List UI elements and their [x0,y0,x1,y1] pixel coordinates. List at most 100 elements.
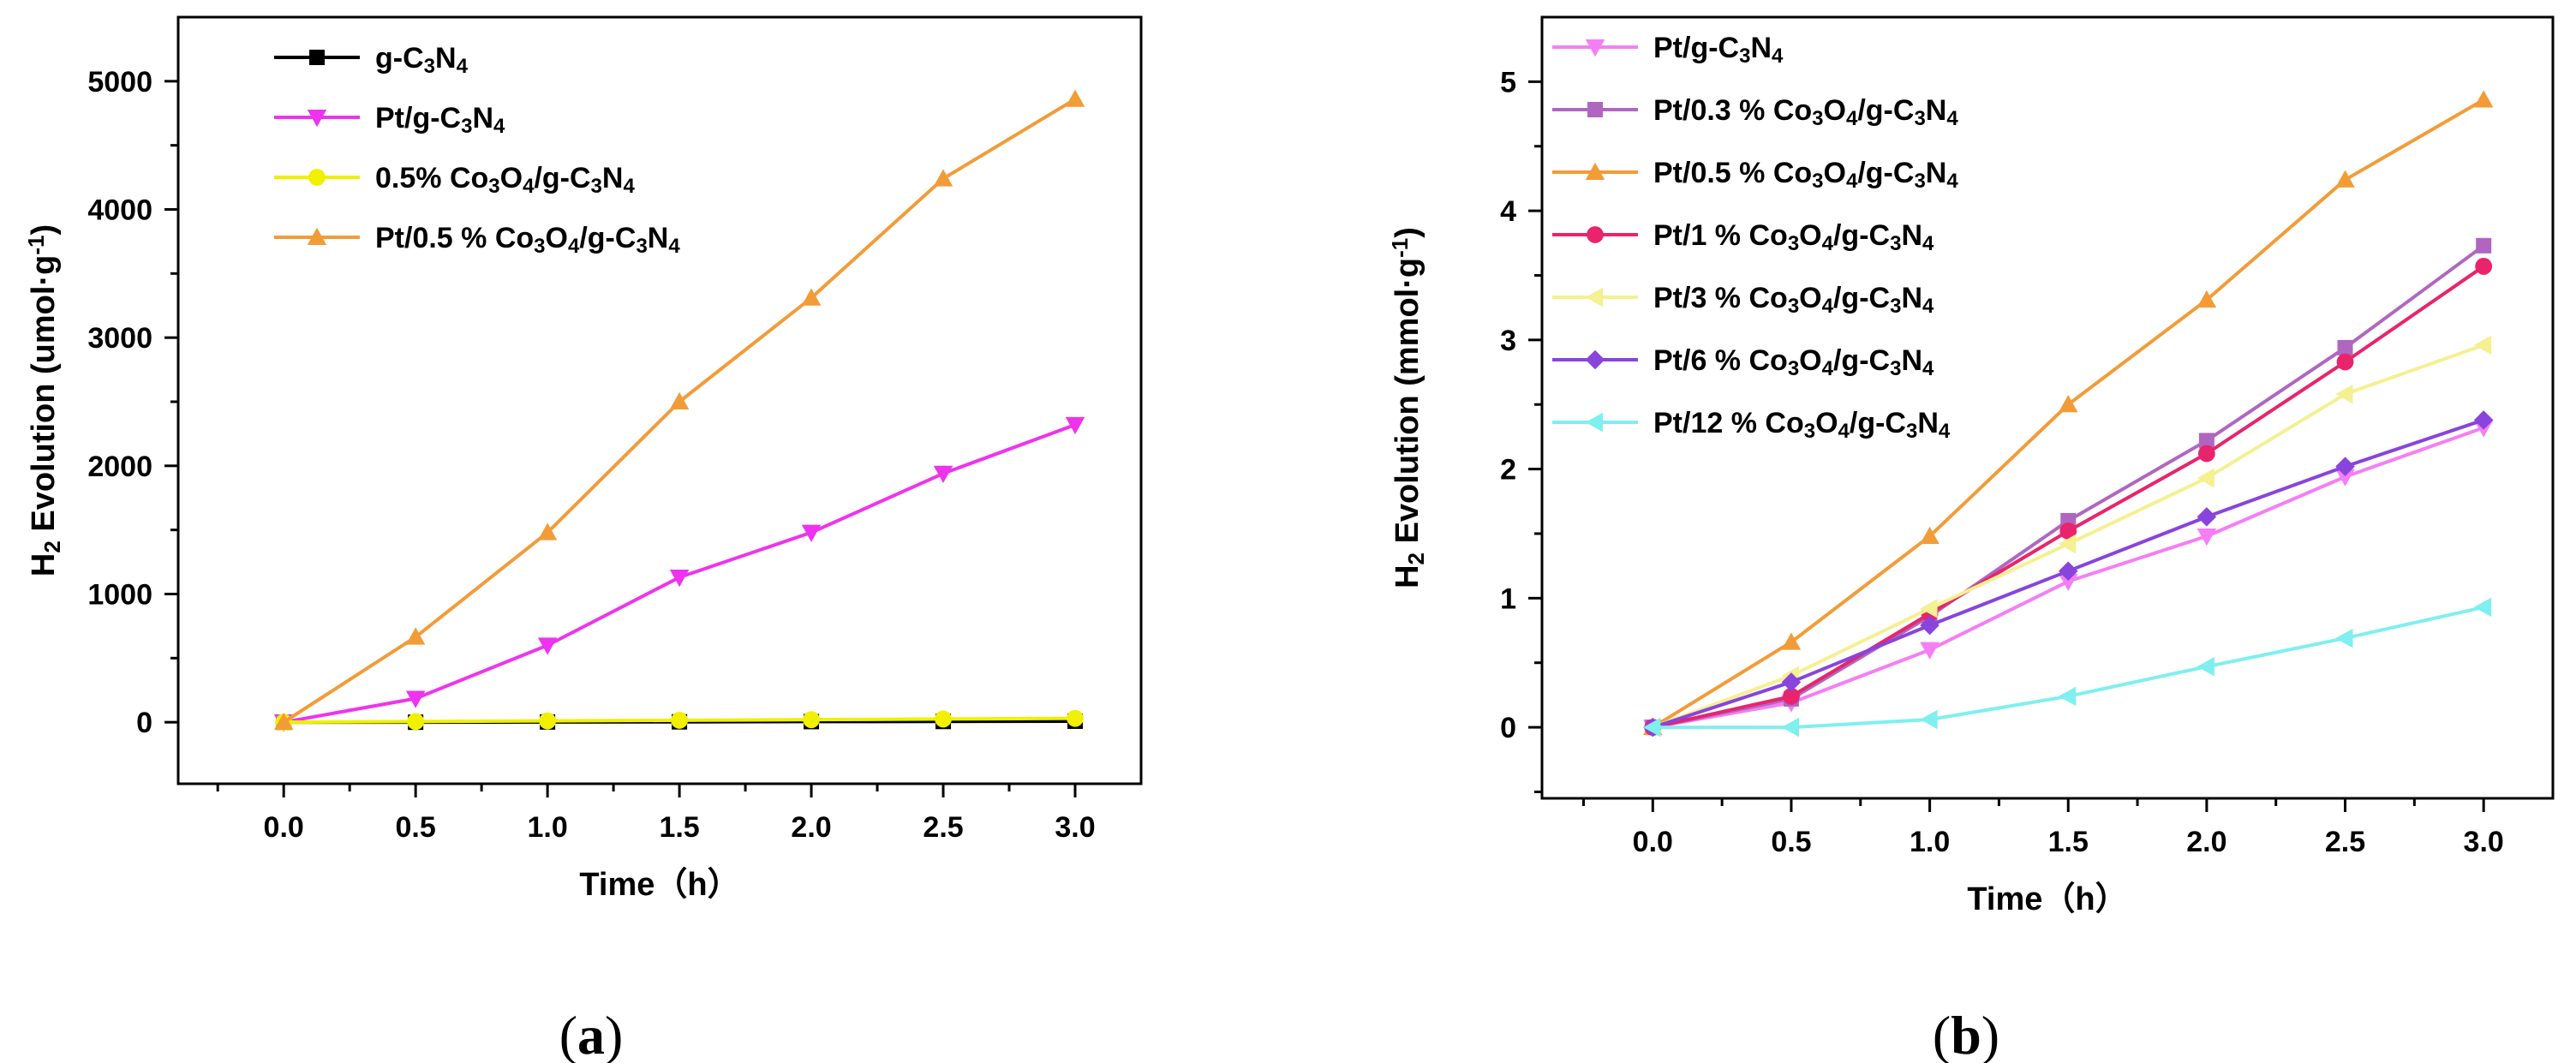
chart-a-plot-frame [176,15,1143,785]
chart-b-legend-label-part-0: Pt/g-C [1653,32,1739,64]
chart-a-legend-label-part-1: 3 [488,175,499,198]
chart-b-data-point [2058,534,2077,554]
chart-b-data-point [1781,632,1802,650]
chart-b-legend-label-part-5: 3 [1906,420,1917,443]
chart-b-legend-label-part-0: Pt/0.3 % Co [1653,94,1812,127]
chart-a-legend-label-part-5: 3 [636,235,647,258]
chart-a-y-tick-label: 5000 [87,66,152,99]
chart-a-y-tick-label: 3000 [87,322,152,355]
chart-a-legend-label-part-2: N [435,42,457,75]
chart-b-legend-label-part-3: 4 [1822,357,1834,380]
chart-a-y-axis-title-g: g [26,255,62,275]
chart-a-legend-label-part-2: N [472,102,493,134]
chart-a-legend-label-part-6: N [648,222,669,254]
chart-a-legend-swatch-marker [309,50,325,65]
chart-b-legend-label-part-2: O [1799,344,1821,377]
chart-b-x-ticks: 0.0 0.5 1.0 1.5 2.0 2.5 3.0 [1581,798,2504,858]
chart-b-legend-label-part-7: 4 [1946,107,1958,130]
chart-a-legend-swatch-marker [308,169,326,186]
chart-b-data-point [2335,469,2355,487]
chart-b-legend-label-part-1: 3 [1788,357,1799,380]
chart-b-data-point [1920,615,1939,636]
chart-b-legend-swatch-marker [1585,412,1603,433]
chart-b-data-point [2337,339,2353,355]
chart-b-data-point [1783,688,1800,705]
chart-b-y-tick-label: 4 [1500,195,1516,228]
chart-a-y-ticks: 0 1000 2000 3000 4000 5000 [87,66,178,739]
chart-a-x-tick-label: 0.5 [396,811,436,844]
chart-a-x-tick-label: 3.0 [1055,811,1095,844]
chart-b-legend-label-part-4: /g-C [1857,157,1914,189]
chart-b-y-axis-title-dot: · [1390,278,1425,289]
chart-a-data-point [537,523,558,540]
chart-b-legend-label-part-3: 4 [1822,232,1834,255]
panel-label-a-open: ( [559,1005,577,1063]
chart-b-x-tick-label: 0.0 [1633,826,1673,858]
chart-a-legend-label-part-0: Pt/g-C [375,102,461,134]
chart-b-legend-label-part-6: N [1926,157,1947,189]
chart-a-y-tick-label: 2000 [87,451,152,483]
chart-b-legend-label-part-5: 3 [1890,232,1901,255]
chart-a-data-point [933,169,953,187]
chart-a-x-tick-label: 2.0 [791,811,831,844]
chart-b-legend-item: Pt/0.3 % Co3O4/g-C3N4 [1552,94,1958,130]
chart-a-y-axis-title-dot: · [26,275,62,286]
chart-a-y-axis-title-mid: Evolution (umol [26,286,62,541]
chart-a-legend-label: g-C3N4 [375,42,469,78]
chart-a-legend-label-part-3: 4 [493,115,505,138]
chart-b-legend-label-part-4: /g-C [1850,407,1906,439]
chart-b-legend-label-part-1: 3 [1788,232,1799,255]
chart-a-y-axis-title: H2 Evolution (umol·g-1) [23,224,64,576]
chart-b-legend-label-part-2: O [1824,157,1846,189]
chart-a-data-point [801,288,822,306]
chart-b-data-point [2198,433,2214,449]
chart-b-legend-label-part-0: Pt/0.5 % Co [1653,157,1812,189]
chart-b-legend-label-part-7: 4 [1922,295,1934,318]
chart-b-legend-label-part-4: /g-C [1833,282,1890,314]
chart-b-legend-label-part-5: 3 [1890,295,1901,318]
chart-b-data-point [1643,717,1661,738]
chart-b-legend-label-part-5: 3 [1914,107,1925,130]
chart-b-y-tick-label: 1 [1500,582,1516,615]
chart-b-legend-label-part-6: N [1901,219,1922,252]
chart-a-legend-item: Pt/g-C3N4 [274,102,505,138]
chart-b-data-point [2196,468,2214,488]
panel-label-b-letter: b [1951,1005,1981,1063]
chart-b-legend-label-part-7: 4 [1939,420,1951,443]
chart-a-legend-label-part-0: g-C [375,42,424,75]
chart-b-legend-label-part-4: /g-C [1857,94,1914,127]
chart-a-y-axis-title-sub: 2 [39,540,65,552]
chart-b-legend-label-part-2: O [1799,282,1821,314]
chart-a-data-point [1067,709,1084,727]
chart-a-legend-label: Pt/0.5 % Co3O4/g-C3N4 [375,222,680,258]
chart-b-legend-label: Pt/1 % Co3O4/g-C3N4 [1653,219,1934,255]
chart-b-legend-label-part-7: 4 [1922,232,1934,255]
chart-b-data-point [2058,573,2078,592]
chart-b-legend-label-part-2: O [1799,219,1821,252]
panel-label-b-close: ) [1981,1005,1999,1063]
chart-a-y-axis-title-sup: -1 [23,236,49,255]
panel-label-b-open: ( [1933,1005,1951,1063]
chart-b-data-point [2196,290,2217,308]
chart-a-data-point [1065,89,1085,107]
chart-b-legend-label-part-0: Pt/3 % Co [1653,282,1788,314]
chart-b-data-point [2196,528,2217,546]
chart-b-x-tick-label: 2.5 [2325,826,2365,858]
chart-b-legend-label-part-1: 3 [1739,45,1750,68]
chart-b-legend-item: Pt/g-C3N4 [1552,32,1784,68]
chart-a-data-point [537,637,558,655]
chart-b-legend-item: Pt/3 % Co3O4/g-C3N4 [1552,282,1934,318]
chart-a-legend-label-part-6: N [602,162,624,194]
chart-b-y-tick-label: 3 [1500,325,1516,357]
chart-a-y-axis-title-h: H [26,553,62,576]
chart-b-data-point [2058,394,2078,413]
chart-b-y-ticks: 0 1 2 3 4 5 [1500,66,1542,793]
chart-b-data-point [1920,642,1939,660]
chart-b-legend-label-part-1: 3 [1812,107,1823,130]
chart-b-legend-label-part-1: 3 [1812,170,1823,193]
panel-label-b: (b) [1933,1005,1999,1063]
chart-a-legend-swatch-marker [307,227,327,245]
chart-a-series-2 [275,709,1084,732]
